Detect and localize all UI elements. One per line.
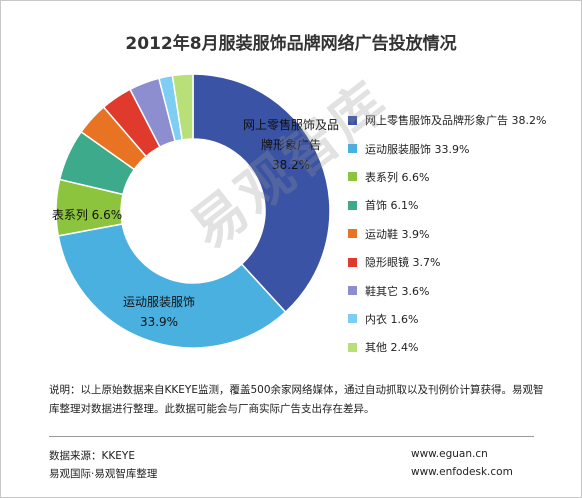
legend-label: 运动服装服饰 33.9% (365, 142, 470, 156)
data-label-1: 网上零售服饰及品牌形象广告 38.2% (243, 117, 339, 172)
legend-label: 内衣 1.6% (365, 312, 419, 326)
site-link-eguan: www.eguan.cn (411, 448, 488, 460)
legend-swatch (348, 144, 357, 154)
donut-chart: 网上零售服饰及品牌形象广告 38.2% 运动服装服饰 33.9% 表系列 6.6% (52, 73, 339, 349)
divider (49, 436, 534, 437)
legend-label: 鞋其它 3.6% (365, 284, 430, 298)
site-link-enfodesk: www.enfodesk.com (411, 466, 513, 478)
data-label-2: 运动服装服饰 33.9% (123, 295, 195, 329)
pie-slice-2 (57, 223, 287, 349)
legend-label: 网上零售服饰及品牌形象广告 38.2% (365, 114, 547, 128)
data-label-3: 表系列 6.6% (52, 208, 122, 222)
legend-swatch (348, 314, 357, 324)
pie-slice-1 (192, 73, 331, 314)
legend-item-2: 运动服装服饰 33.9% (348, 134, 578, 162)
data-source: 数据来源：KKEYE (49, 450, 135, 462)
legend-item-7: 鞋其它 3.6% (348, 276, 578, 304)
legend-swatch (348, 257, 357, 267)
legend-label: 首饰 6.1% (365, 199, 419, 213)
legend-label: 其他 2.4% (365, 341, 419, 355)
note-text: 说明：以上原始数据来自KKEYE监测，覆盖500余家网络媒体，通过自动抓取以及刊… (49, 384, 544, 415)
legend-swatch (348, 172, 357, 182)
legend-swatch (348, 229, 357, 239)
legend-label: 表系列 6.6% (365, 170, 430, 184)
org-credit: 易观国际·易观智库整理 (49, 468, 158, 480)
legend-item-5: 运动鞋 3.9% (348, 220, 578, 248)
legend-item-6: 隐形眼镜 3.7% (348, 248, 578, 276)
legend: 网上零售服饰及品牌形象广告 38.2% 运动服装服饰 33.9% 表系列 6.6% 首… (348, 106, 578, 362)
chart-title: 2012年8月服装服饰品牌网络广告投放情况 (125, 34, 457, 54)
legend-item-1: 网上零售服饰及品牌形象广告 38.2% (348, 106, 578, 134)
legend-swatch (348, 200, 357, 210)
legend-item-4: 首饰 6.1% (348, 191, 578, 219)
legend-item-9: 其他 2.4% (348, 333, 578, 361)
legend-item-3: 表系列 6.6% (348, 163, 578, 191)
legend-swatch (348, 115, 357, 125)
legend-swatch (348, 342, 357, 352)
legend-swatch (348, 286, 357, 296)
legend-label: 运动鞋 3.9% (365, 227, 430, 241)
legend-label: 隐形眼镜 3.7% (365, 256, 441, 270)
legend-item-8: 内衣 1.6% (348, 305, 578, 333)
pie-slice-9 (171, 73, 194, 141)
